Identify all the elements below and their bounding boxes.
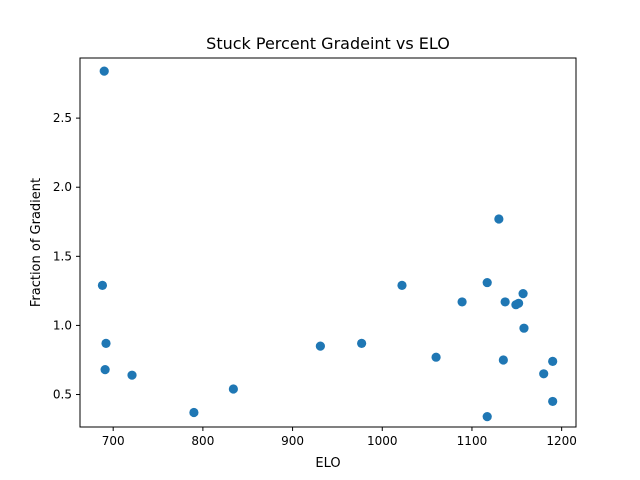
chart-title: Stuck Percent Gradeint vs ELO — [206, 34, 450, 53]
plot-frame — [79, 57, 577, 428]
data-point-9 — [397, 280, 407, 290]
data-point-21 — [539, 369, 549, 379]
x-axis-label: ELO — [315, 456, 340, 471]
y-tick-label-1: 1.0 — [53, 318, 72, 332]
y-tick-label-3: 2.0 — [53, 180, 72, 194]
x-tick-label-4: 1100 — [457, 434, 488, 448]
data-point-7 — [315, 341, 325, 351]
data-point-19 — [518, 289, 528, 299]
y-tick-label-0: 0.5 — [53, 388, 72, 402]
data-point-20 — [519, 323, 529, 333]
y-axis-ticks: 0.5 1.0 1.5 2.0 2.5 — [53, 111, 80, 402]
data-point-10 — [431, 352, 441, 362]
x-tick-label-2: 900 — [281, 434, 304, 448]
data-point-18 — [513, 298, 524, 308]
data-point-6 — [228, 384, 238, 394]
data-point-1 — [97, 280, 108, 290]
y-axis-label: Fraction of Gradient — [29, 178, 44, 307]
data-point-15 — [498, 355, 508, 365]
x-tick-label-5: 1200 — [546, 434, 577, 448]
data-point-12 — [482, 277, 492, 288]
plot-area: 700 800 900 1000 1100 1200 0.5 1.0 1.5 2.0 2.5 — [53, 57, 577, 448]
data-point-0 — [99, 66, 109, 76]
y-tick-label-4: 2.5 — [53, 111, 72, 125]
data-point-14 — [494, 214, 504, 224]
data-point-23 — [548, 396, 558, 407]
data-points — [97, 66, 558, 422]
data-point-22 — [548, 356, 558, 366]
data-point-4 — [127, 370, 137, 380]
x-tick-label-1: 800 — [191, 434, 214, 448]
data-point-5 — [189, 407, 199, 418]
data-point-11 — [457, 297, 467, 307]
data-point-8 — [357, 338, 367, 348]
x-tick-label-3: 1000 — [367, 434, 398, 448]
data-point-16 — [500, 297, 510, 307]
data-point-2 — [101, 338, 111, 348]
x-axis-ticks: 700 800 900 1000 1100 1200 — [102, 427, 577, 448]
y-tick-label-2: 1.5 — [53, 249, 72, 263]
x-tick-label-0: 700 — [102, 434, 125, 448]
data-point-3 — [100, 365, 110, 375]
data-point-13 — [482, 412, 492, 422]
